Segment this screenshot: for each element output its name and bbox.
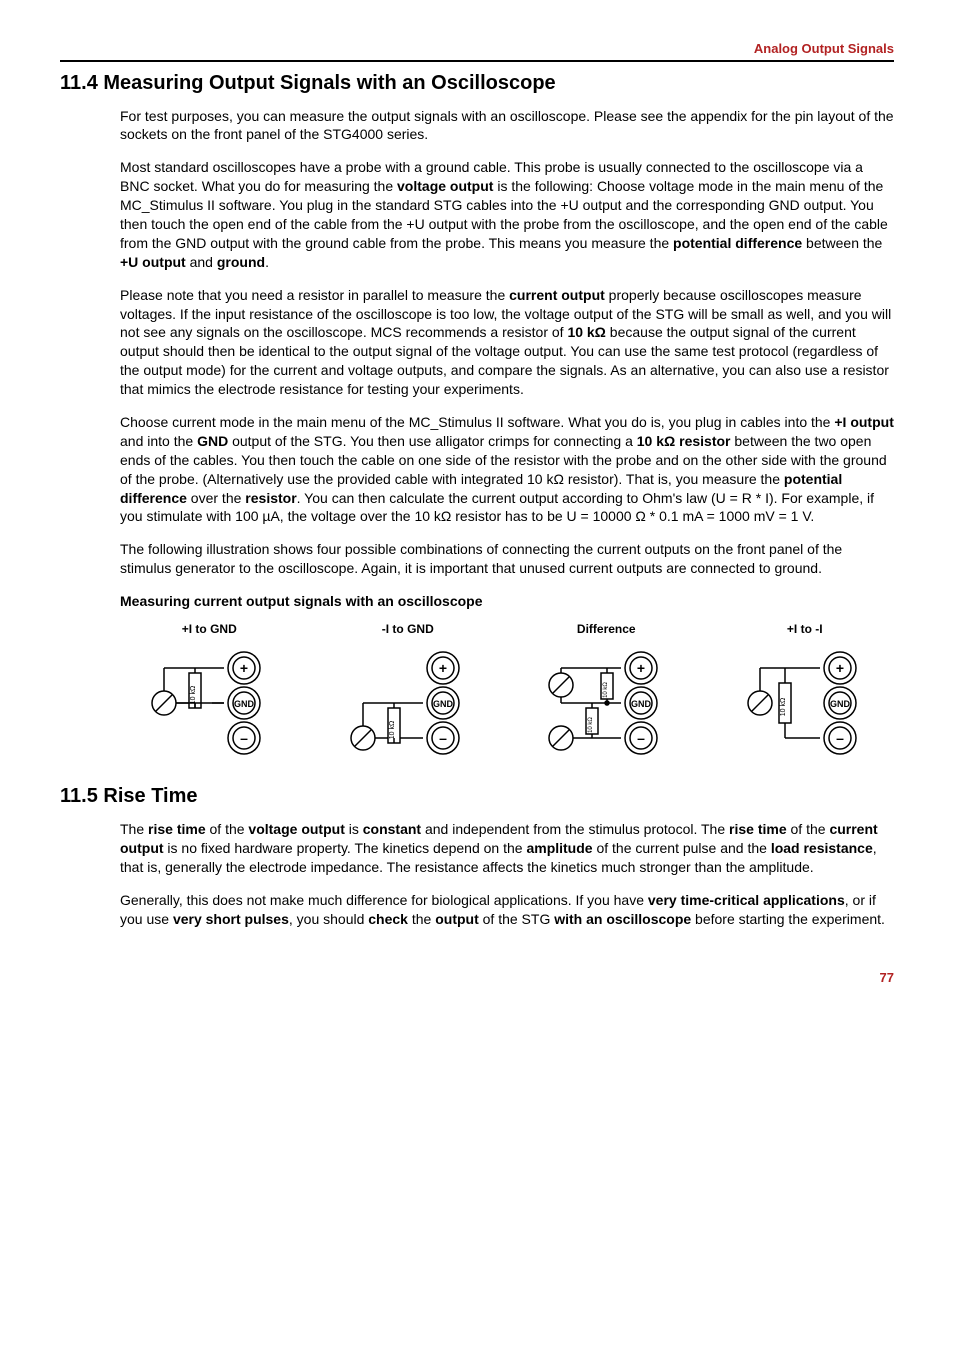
subheading-measuring: Measuring current output signals with an… [120, 592, 894, 611]
minus-label: – [240, 730, 248, 746]
plus-label: + [240, 660, 248, 676]
diagram-1-svg: + GND – 10 kΩ [134, 643, 284, 763]
resistor-label-4: 10 kΩ [780, 698, 787, 716]
gnd-label: GND [234, 699, 255, 709]
para-11-4-3: Please note that you need a resistor in … [120, 286, 894, 399]
gnd-label: GND [631, 699, 652, 709]
resistor-label-3a: 10 kΩ [603, 682, 609, 698]
plus-label: + [836, 660, 844, 676]
diagram-3: Difference [517, 621, 696, 763]
resistor-label-3b: 10 kΩ [588, 717, 594, 733]
diagram-4-svg: + GND – 10 kΩ [730, 643, 880, 763]
plus-label: + [439, 660, 447, 676]
diagram-4: +I to -I + [716, 621, 895, 763]
para-11-4-5: The following illustration shows four po… [120, 540, 894, 578]
minus-label: – [836, 730, 844, 746]
section-11-4-title: 11.4 Measuring Output Signals with an Os… [60, 70, 894, 97]
para-11-4-4: Choose current mode in the main menu of … [120, 413, 894, 526]
diagram-1: +I to GND [120, 621, 299, 763]
plus-label: + [637, 660, 645, 676]
para-11-5-1: The rise time of the voltage output is c… [120, 820, 894, 877]
resistor-label-2: 10 kΩ [389, 721, 396, 739]
diagram-2-svg: + GND – 10 kΩ [333, 643, 483, 763]
minus-label: – [439, 730, 447, 746]
diagram-1-label: +I to GND [120, 621, 299, 637]
para-11-4-2: Most standard oscilloscopes have a probe… [120, 158, 894, 271]
header-section-title: Analog Output Signals [60, 40, 894, 62]
diagram-row: +I to GND [120, 621, 894, 763]
para-11-5-2: Generally, this does not make much diffe… [120, 891, 894, 929]
section-11-4-body: For test purposes, you can measure the o… [120, 107, 894, 764]
section-11-5-title: 11.5 Rise Time [60, 783, 894, 810]
gnd-label: GND [830, 699, 851, 709]
section-number: 11.4 [60, 72, 98, 94]
section-number: 11.5 [60, 785, 98, 807]
gnd-label: GND [433, 699, 454, 709]
section-heading: Rise Time [103, 785, 197, 807]
diagram-2-label: -I to GND [319, 621, 498, 637]
para-11-4-1: For test purposes, you can measure the o… [120, 107, 894, 145]
diagram-3-label: Difference [517, 621, 696, 637]
diagram-3-svg: + GND – 10 kΩ 10 kΩ [531, 643, 681, 763]
diagram-2: -I to GND + [319, 621, 498, 763]
section-heading: Measuring Output Signals with an Oscillo… [103, 72, 555, 94]
section-11-5-body: The rise time of the voltage output is c… [120, 820, 894, 928]
minus-label: – [637, 730, 645, 746]
diagram-4-label: +I to -I [716, 621, 895, 637]
page-number: 77 [60, 969, 894, 987]
resistor-label-1: 10 kΩ [190, 686, 197, 704]
